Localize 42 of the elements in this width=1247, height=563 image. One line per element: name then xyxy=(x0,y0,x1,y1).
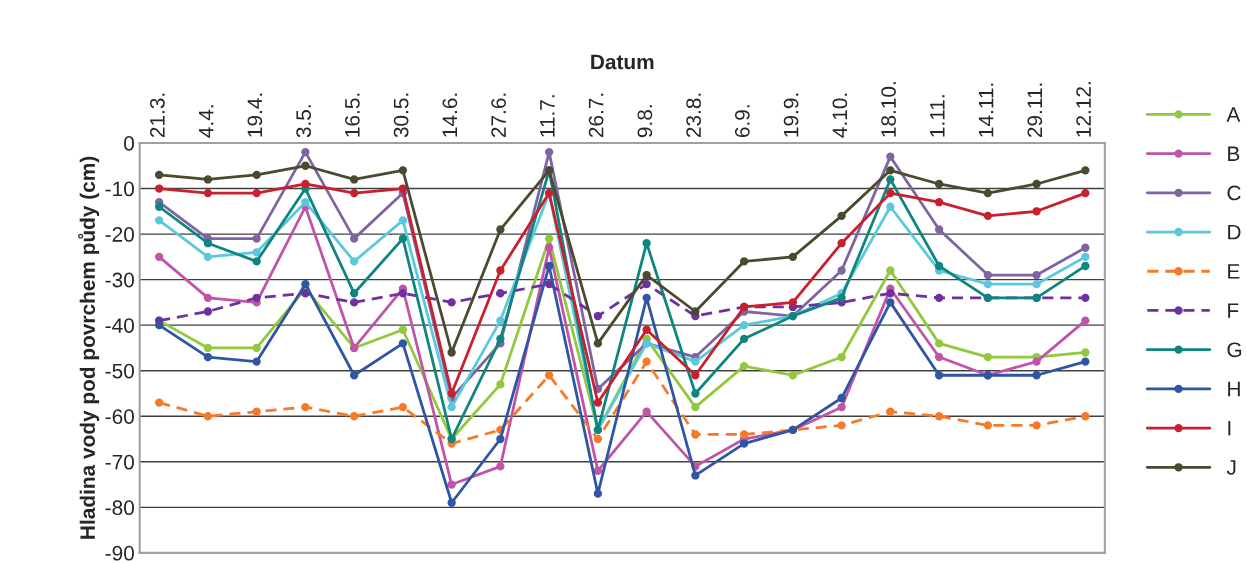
y-tick-label: -10 xyxy=(105,181,134,197)
x-axis-title: Datum xyxy=(591,54,654,70)
x-tick-label: 14.6. xyxy=(442,93,458,137)
x-tick-label: 26.7. xyxy=(588,93,604,138)
y-axis-title: Hladina vody pod povrchem půdy (cm) xyxy=(78,156,100,539)
legend-label: A xyxy=(1226,107,1241,122)
x-tick-label: 1.11. xyxy=(930,95,945,137)
y-tick-label: -30 xyxy=(105,272,134,288)
x-tick-label: 27.6. xyxy=(491,93,506,138)
x-tick-label: 18.10. xyxy=(881,82,896,137)
y-tick-label: -60 xyxy=(105,409,134,424)
y-tick-label: -50 xyxy=(105,363,134,379)
x-tick-label: 9.8. xyxy=(637,105,653,138)
x-tick-label: 29.11. xyxy=(1027,83,1043,138)
x-tick-label: 30.5. xyxy=(393,93,409,138)
legend-label: B xyxy=(1228,146,1240,161)
x-tick-label: 21.3. xyxy=(150,93,165,138)
legend-label: E xyxy=(1228,264,1240,279)
legend-label: C xyxy=(1227,185,1241,201)
legend-label: H xyxy=(1228,381,1240,397)
x-tick-label: 19.4. xyxy=(247,93,263,137)
legend-label: D xyxy=(1228,225,1241,240)
y-tick-label: -80 xyxy=(105,500,134,516)
x-tick-label: 4.4. xyxy=(198,105,214,138)
legend-label: F xyxy=(1228,303,1239,318)
y-tick-label: -20 xyxy=(105,227,134,242)
legend-label: G xyxy=(1227,342,1242,358)
y-tick-label: -40 xyxy=(105,318,134,333)
x-tick-label: 4.10. xyxy=(832,93,848,138)
y-tick-label: -70 xyxy=(105,454,134,470)
x-tick-label: 19.9. xyxy=(783,93,799,137)
y-tick-label: 0 xyxy=(124,136,134,151)
x-tick-label: 23.8. xyxy=(686,93,701,138)
x-tick-label: 3.5. xyxy=(296,105,311,138)
legend-label: I xyxy=(1228,421,1231,436)
x-tick-label: 6.9. xyxy=(734,105,750,138)
legend-label: J xyxy=(1226,460,1236,475)
x-tick-label: 11.7. xyxy=(540,95,555,137)
x-tick-label: 14.11. xyxy=(978,83,994,137)
x-tick-label: 12.12. xyxy=(1076,82,1091,137)
x-tick-label: 16.5. xyxy=(344,93,360,137)
y-tick-label: -90 xyxy=(105,545,134,561)
